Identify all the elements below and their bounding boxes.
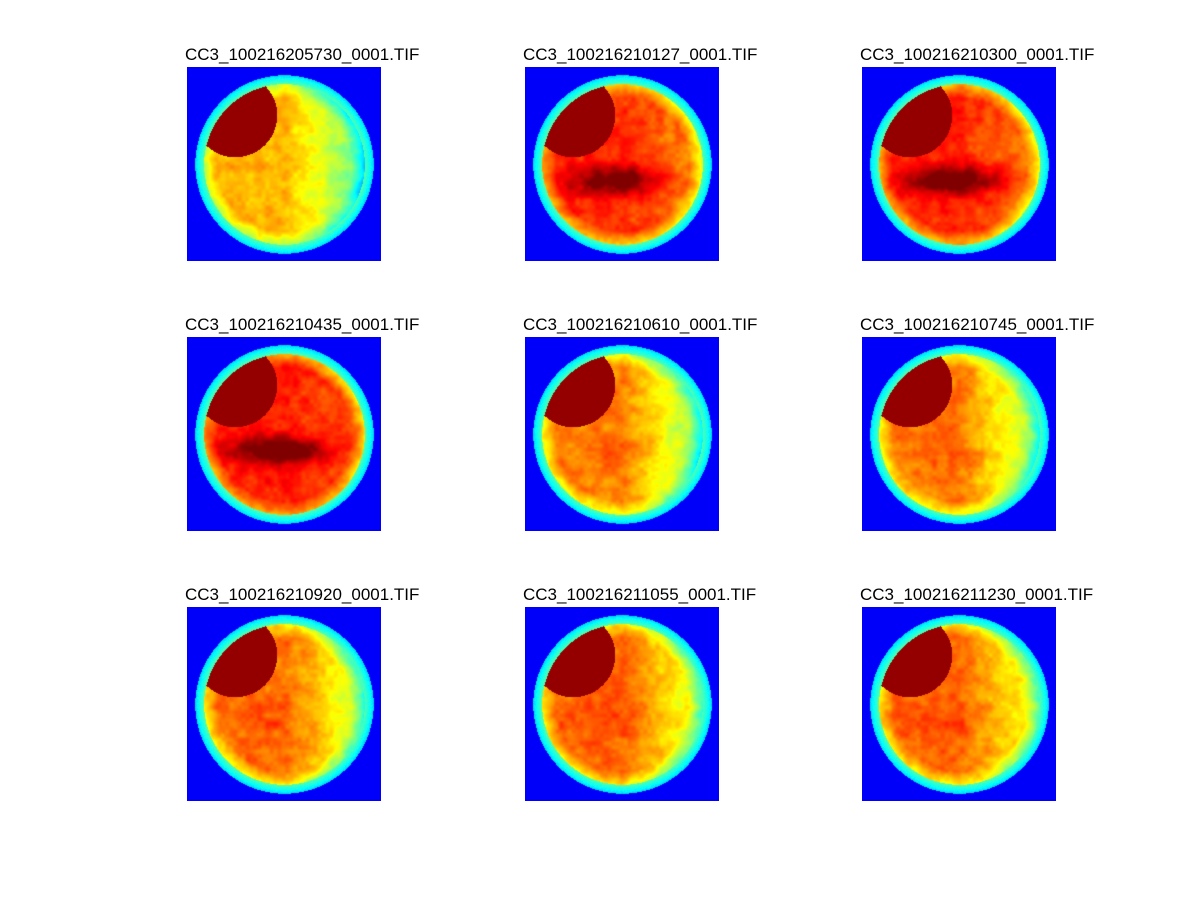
image-panel-9: CC3_100216211230_0001.TIF <box>860 583 1130 813</box>
image-title: CC3_100216210435_0001.TIF <box>185 315 420 334</box>
image-title: CC3_100216205730_0001.TIF <box>185 45 420 64</box>
image-panel-4: CC3_100216210435_0001.TIF <box>185 313 455 543</box>
sky-image <box>862 67 1056 261</box>
image-title: CC3_100216210920_0001.TIF <box>185 585 420 604</box>
image-panel-2: CC3_100216210127_0001.TIF <box>523 43 793 273</box>
sky-image <box>862 337 1056 531</box>
sky-image <box>525 607 719 801</box>
image-panel-5: CC3_100216210610_0001.TIF <box>523 313 793 543</box>
sky-image <box>525 67 719 261</box>
sky-image <box>525 337 719 531</box>
image-panel-6: CC3_100216210745_0001.TIF <box>860 313 1130 543</box>
image-title: CC3_100216211055_0001.TIF <box>523 585 757 604</box>
image-title: CC3_100216210127_0001.TIF <box>523 45 758 64</box>
image-title: CC3_100216211230_0001.TIF <box>860 585 1094 604</box>
image-title: CC3_100216210745_0001.TIF <box>860 315 1095 334</box>
sky-image <box>187 337 381 531</box>
image-title: CC3_100216210300_0001.TIF <box>860 45 1095 64</box>
image-panel-3: CC3_100216210300_0001.TIF <box>860 43 1130 273</box>
sky-image <box>862 607 1056 801</box>
image-panel-8: CC3_100216211055_0001.TIF <box>523 583 793 813</box>
image-panel-1: CC3_100216205730_0001.TIF <box>185 43 455 273</box>
sky-image <box>187 67 381 261</box>
sky-image <box>187 607 381 801</box>
image-panel-7: CC3_100216210920_0001.TIF <box>185 583 455 813</box>
image-title: CC3_100216210610_0001.TIF <box>523 315 758 334</box>
